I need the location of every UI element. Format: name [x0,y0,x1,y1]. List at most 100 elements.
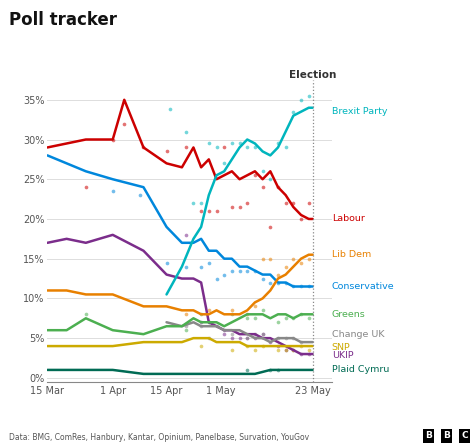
Point [290,255,297,262]
Point [282,199,290,206]
Point [190,199,197,206]
Point [244,267,251,274]
Point [290,108,297,115]
Point [197,199,205,206]
Point [197,342,205,349]
Point [305,255,312,262]
Point [166,106,174,113]
Text: Election: Election [289,70,336,80]
Point [259,331,266,338]
Point [228,307,236,314]
Point [266,339,274,346]
Point [220,271,228,278]
Point [305,346,312,353]
Point [297,283,305,290]
Point [274,319,282,326]
Point [163,148,170,155]
Point [205,319,213,326]
Text: Lib Dem: Lib Dem [332,250,371,259]
Point [244,335,251,342]
Text: Data: BMG, ComRes, Hanbury, Kantar, Opinium, Panelbase, Survation, YouGov: Data: BMG, ComRes, Hanbury, Kantar, Opin… [9,433,310,442]
Point [297,342,305,349]
Point [163,259,170,266]
Point [205,307,213,314]
Point [274,140,282,147]
Point [305,283,312,290]
Text: Poll tracker: Poll tracker [9,11,118,29]
Point [213,144,220,151]
Point [259,307,266,314]
Point [213,323,220,330]
Point [197,323,205,330]
Point [197,263,205,270]
Point [274,271,282,278]
Point [282,346,290,353]
Text: UKIP: UKIP [332,351,354,360]
Point [282,346,290,353]
Point [228,267,236,274]
Point [297,96,305,103]
Point [228,346,236,353]
Point [205,319,213,326]
Point [205,140,213,147]
Point [251,144,259,151]
Text: B: B [425,432,432,440]
Point [182,311,190,318]
Point [297,350,305,357]
Point [251,331,259,338]
Point [82,311,90,318]
Point [290,283,297,290]
Text: Change UK: Change UK [332,329,384,339]
Point [251,335,259,342]
Point [244,199,251,206]
Point [259,168,266,175]
Point [274,279,282,286]
Point [290,199,297,206]
Point [213,207,220,214]
Point [282,315,290,322]
Point [266,279,274,286]
Point [297,339,305,346]
Point [282,263,290,270]
Point [297,259,305,266]
Point [197,319,205,326]
Point [305,92,312,99]
Point [259,275,266,282]
Point [197,207,205,214]
Point [82,184,90,191]
Point [220,331,228,338]
Point [220,144,228,151]
Point [244,144,251,151]
Point [220,160,228,167]
Point [251,315,259,322]
Point [297,215,305,222]
Point [236,140,243,147]
Point [228,335,236,342]
Point [274,346,282,353]
Point [282,335,290,342]
Point [259,255,266,262]
Point [220,327,228,334]
Point [290,346,297,353]
Point [244,311,251,318]
Text: SNP: SNP [332,343,351,352]
Point [266,255,274,262]
Point [290,335,297,342]
Text: Plaid Cymru: Plaid Cymru [332,365,389,374]
Point [205,259,213,266]
Point [205,207,213,214]
Text: B: B [443,432,450,440]
Point [251,303,259,310]
Point [120,120,128,127]
Point [266,223,274,230]
Point [244,335,251,342]
Point [274,342,282,349]
Point [305,199,312,206]
Text: Greens: Greens [332,310,365,319]
Point [305,315,312,322]
Point [244,366,251,373]
Point [297,311,305,318]
Point [182,144,190,151]
Point [182,323,190,330]
Point [182,263,190,270]
